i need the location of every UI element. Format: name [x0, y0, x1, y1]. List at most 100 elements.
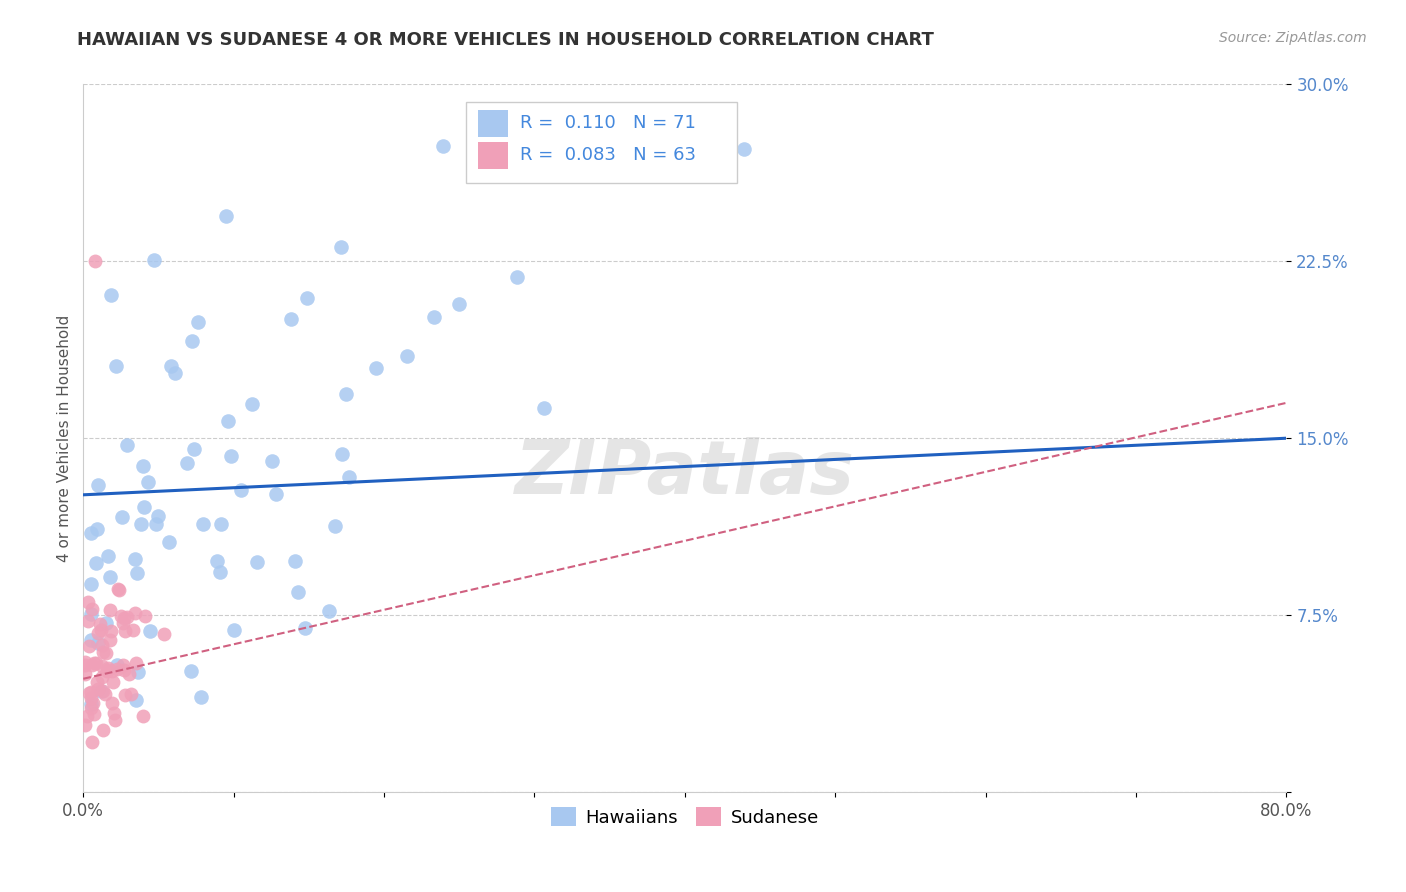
- Point: [103, 706, 125, 721]
- Point: [91, 723, 114, 738]
- Point: [100, 624, 122, 639]
- Point: [84, 656, 107, 670]
- Point: [84, 254, 107, 268]
- Point: [364, 360, 387, 375]
- Point: [183, 442, 205, 456]
- Point: [91, 638, 114, 652]
- Point: [240, 397, 263, 411]
- Point: [90, 684, 112, 698]
- Point: [124, 552, 146, 566]
- Point: [447, 297, 470, 311]
- Point: [105, 658, 128, 673]
- Point: [211, 516, 233, 531]
- Point: [117, 609, 139, 624]
- Point: [104, 713, 127, 727]
- Point: [221, 449, 243, 463]
- Point: [86, 522, 108, 536]
- FancyBboxPatch shape: [478, 142, 508, 169]
- Point: [207, 554, 229, 568]
- Point: [264, 487, 287, 501]
- Point: [77, 640, 100, 654]
- Point: [121, 623, 143, 637]
- Point: [73, 667, 96, 681]
- Text: R =  0.110   N = 71: R = 0.110 N = 71: [520, 114, 696, 132]
- Point: [73, 655, 96, 669]
- Point: [187, 315, 209, 329]
- Point: [98, 632, 121, 647]
- Point: [329, 240, 352, 254]
- Point: [110, 509, 132, 524]
- Point: [138, 475, 160, 490]
- Point: [112, 611, 135, 625]
- Point: [280, 312, 302, 326]
- Point: [180, 334, 202, 348]
- Point: [96, 615, 118, 630]
- Point: [125, 656, 148, 670]
- Point: [91, 683, 114, 698]
- Point: [396, 349, 419, 363]
- Point: [125, 566, 148, 581]
- Point: [105, 662, 128, 676]
- Text: ZIPatlas: ZIPatlas: [515, 437, 855, 510]
- Point: [145, 517, 167, 532]
- Point: [260, 454, 283, 468]
- FancyBboxPatch shape: [478, 110, 508, 136]
- Point: [80, 735, 103, 749]
- Point: [114, 688, 136, 702]
- Point: [97, 663, 120, 677]
- FancyBboxPatch shape: [465, 102, 737, 184]
- Point: [80, 632, 103, 647]
- Point: [506, 269, 529, 284]
- Point: [112, 663, 135, 677]
- Point: [82, 696, 104, 710]
- Point: [91, 670, 114, 684]
- Point: [84, 556, 107, 570]
- Point: [107, 582, 129, 597]
- Point: [86, 635, 108, 649]
- Point: [132, 709, 155, 723]
- Point: [80, 657, 103, 672]
- Point: [120, 687, 142, 701]
- Point: [118, 667, 141, 681]
- Point: [87, 626, 110, 640]
- Point: [114, 624, 136, 638]
- Point: [294, 621, 316, 635]
- Text: Source: ZipAtlas.com: Source: ZipAtlas.com: [1219, 31, 1367, 45]
- Point: [215, 209, 238, 223]
- Point: [323, 519, 346, 533]
- Point: [73, 657, 96, 672]
- Point: [127, 665, 149, 680]
- Point: [80, 701, 103, 715]
- Point: [124, 606, 146, 620]
- Point: [80, 697, 103, 711]
- Point: [86, 682, 108, 697]
- Point: [83, 707, 105, 722]
- Point: [86, 674, 108, 689]
- Point: [100, 287, 122, 301]
- Point: [110, 608, 132, 623]
- Point: [101, 675, 124, 690]
- Point: [335, 386, 357, 401]
- Point: [91, 645, 114, 659]
- Point: [90, 658, 112, 673]
- Point: [105, 359, 128, 373]
- Point: [432, 139, 454, 153]
- Legend: Hawaiians, Sudanese: Hawaiians, Sudanese: [544, 799, 825, 834]
- Point: [77, 595, 100, 609]
- Point: [157, 534, 180, 549]
- Point: [100, 570, 122, 584]
- Point: [287, 584, 309, 599]
- Point: [231, 483, 253, 497]
- Point: [83, 656, 105, 670]
- Point: [132, 500, 155, 514]
- Point: [96, 665, 118, 679]
- Point: [90, 624, 112, 638]
- Point: [80, 691, 103, 706]
- Y-axis label: 4 or more Vehicles in Household: 4 or more Vehicles in Household: [58, 315, 72, 562]
- Point: [246, 555, 269, 569]
- Point: [129, 516, 152, 531]
- Point: [77, 614, 100, 628]
- Point: [112, 616, 135, 631]
- Point: [80, 602, 103, 616]
- Point: [87, 478, 110, 492]
